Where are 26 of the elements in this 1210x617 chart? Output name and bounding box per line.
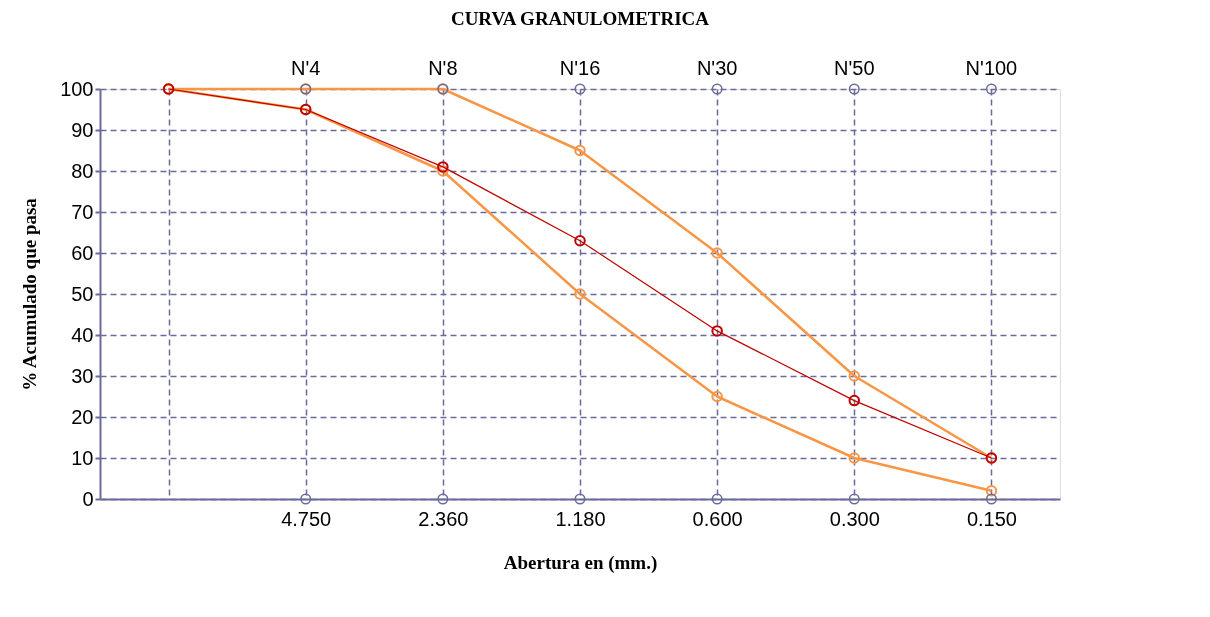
- y-tick-label: 90: [71, 118, 94, 141]
- y-tick-label: 100: [60, 77, 94, 100]
- y-axis-title: % Acumulado que pasa: [19, 197, 41, 391]
- y-tick-label: 80: [71, 159, 94, 182]
- y-tick-label: 30: [71, 364, 94, 387]
- x-tick-label: 0.300: [829, 507, 880, 530]
- y-tick-label: 60: [71, 241, 94, 264]
- y-tick-label: 70: [71, 200, 94, 223]
- x-tick-label: 0.600: [692, 507, 743, 530]
- y-tick-label: 10: [71, 446, 94, 469]
- annotation: N'16: [559, 57, 601, 79]
- x-tick-label: 1.180: [555, 507, 606, 530]
- annotation: N'50: [834, 57, 875, 79]
- annotation: N'8: [428, 57, 458, 79]
- x-tick-label: 0.150: [966, 507, 1017, 530]
- annotation: N'30: [696, 57, 738, 79]
- y-tick-label: 0: [82, 487, 94, 510]
- x-tick-label: 4.750: [281, 507, 332, 530]
- y-tick-label: 50: [71, 282, 94, 305]
- x-axis-title: Abertura en (mm.): [503, 551, 658, 574]
- chart-title: CURVA GRANULOMETRICA: [450, 8, 710, 29]
- y-tick-label: 40: [71, 323, 94, 346]
- y-tick-label: 20: [71, 405, 94, 428]
- x-tick-label: 2.360: [418, 507, 469, 530]
- annotation: N'100: [965, 57, 1018, 79]
- annotation: N'4: [291, 57, 321, 79]
